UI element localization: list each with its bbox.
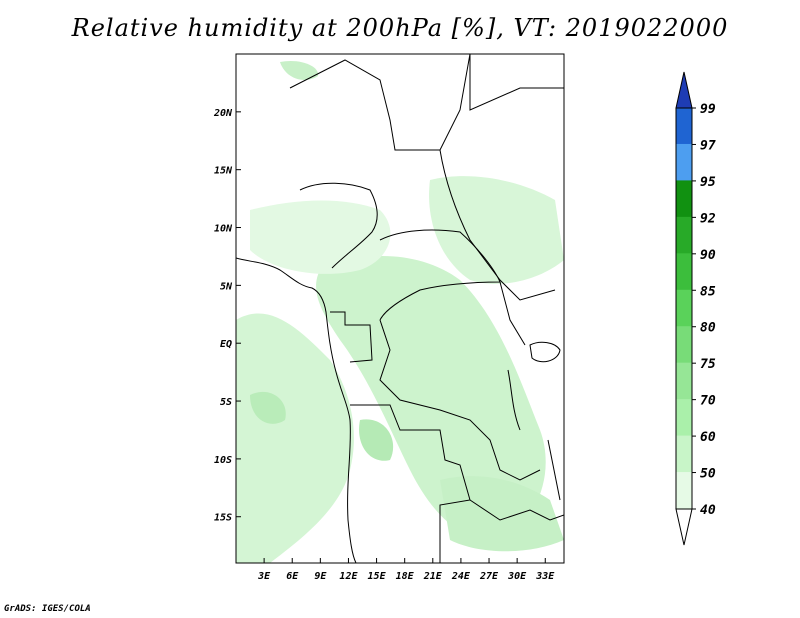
lake-victoria (529, 341, 561, 363)
border-car (379, 229, 501, 321)
lake-malawi (547, 439, 561, 501)
border-zambia (469, 499, 564, 521)
colorbar-swatch (675, 143, 693, 182)
lat-tick-label: 5S (220, 397, 232, 408)
colorbar-label: 60 (700, 430, 716, 445)
colorbar-label: 80 (700, 321, 716, 336)
lon-tick-label: 9E (314, 571, 327, 582)
lon-tick-label: 30E (507, 571, 527, 582)
colorbar-outline (675, 107, 693, 510)
lat-tick-label: 15N (214, 166, 233, 177)
chart-title: Relative humidity at 200hPa [%], VT: 201… (71, 14, 729, 42)
colorbar-label: 99 (700, 102, 716, 117)
colorbar-label: 70 (700, 394, 716, 409)
border-chad (439, 149, 556, 301)
colorbar-bottom-arrow (675, 508, 693, 546)
colorbar-swatch (675, 435, 693, 474)
colorbar-swatch (675, 472, 693, 510)
lon-tick-label: 12E (339, 571, 358, 582)
colorbar-label: 97 (700, 138, 716, 153)
colorbar-label: 50 (700, 467, 716, 482)
colorbar-swatch (675, 289, 693, 328)
border-east-1 (469, 54, 564, 111)
lat-tick-label: 10S (214, 455, 232, 466)
lake-tanganyika (507, 369, 521, 431)
lat-tick-label: 10N (214, 224, 233, 235)
colorbar-label: 85 (700, 284, 716, 299)
colorbar-label: 92 (700, 211, 716, 226)
colorbar-swatch (675, 326, 693, 364)
lon-tick-label: 15E (368, 571, 387, 582)
grads-credit: GrADS: IGES/COLA (4, 604, 91, 614)
humidity-patch-top (280, 60, 319, 80)
humidity-band-south (440, 476, 564, 552)
colorbar-swatch (675, 362, 693, 401)
country-borders (236, 54, 564, 563)
border-angola (350, 404, 471, 563)
colorbar-swatch (675, 107, 693, 145)
humidity-band-west (236, 313, 354, 563)
humidity-field (236, 60, 564, 563)
lon-tick-labels: 3E 6E 9E 12E 15E 18E 21E 24E 27E 30E 33E (257, 558, 555, 582)
humidity-band-center (316, 256, 546, 541)
colorbar-label: 40 (700, 503, 716, 518)
lat-tick-label: EQ (220, 339, 232, 350)
colorbar-swatch (675, 253, 693, 291)
lon-tick-label: 3E (257, 571, 271, 582)
humidity-band-northeast (429, 176, 564, 284)
lat-tick-label: 15S (214, 513, 232, 524)
lon-tick-label: 6E (286, 571, 299, 582)
colorbar-swatch (675, 399, 693, 437)
lon-tick-label: 27E (479, 571, 499, 582)
lon-tick-label: 18E (396, 571, 415, 582)
map-frame (235, 53, 565, 564)
humidity-patch-b (359, 419, 394, 461)
border-east-2 (499, 281, 526, 346)
border-congo-drc (379, 319, 541, 481)
lon-tick-label: 24E (451, 571, 471, 582)
border-sahara-north (289, 54, 471, 151)
colorbar-top-arrow (675, 71, 693, 109)
lat-tick-label: 20N (213, 108, 233, 119)
lon-tick-label: 21E (423, 571, 443, 582)
colorbar-label: 95 (700, 175, 716, 190)
colorbar-label: 90 (700, 248, 716, 263)
colorbar-label: 75 (700, 357, 716, 372)
lat-tick-label: 5N (220, 281, 233, 292)
border-nigeria (299, 182, 378, 269)
humidity-band-north (250, 200, 391, 274)
lat-tick-labels: 20N 15N 10N 5N EQ 5S 10S 15S (213, 108, 241, 524)
border-gabon (330, 311, 373, 363)
colorbar-swatch (675, 216, 693, 255)
humidity-patch-a (250, 391, 286, 424)
lon-tick-label: 33E (535, 571, 555, 582)
colorbar-swatch (675, 180, 693, 218)
coastline-west-africa (236, 257, 357, 563)
